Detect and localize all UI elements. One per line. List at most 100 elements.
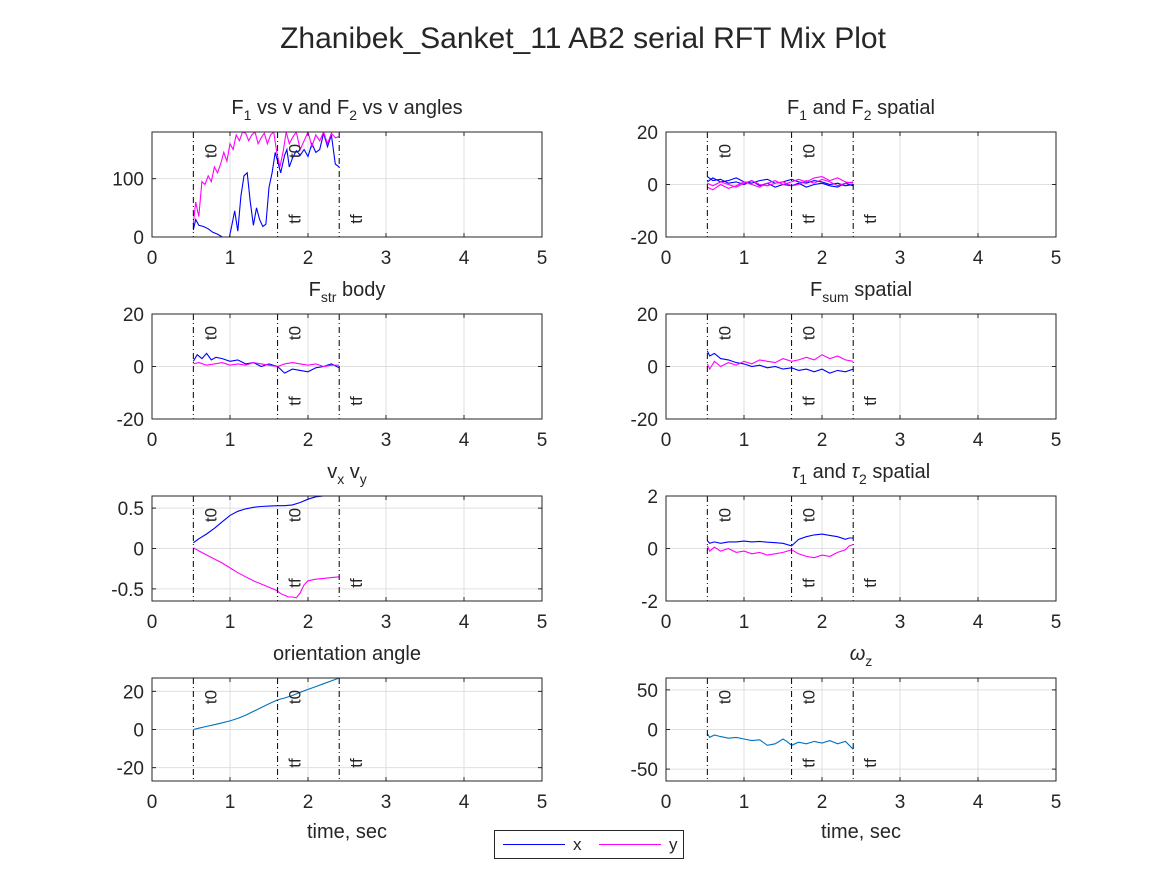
- x-tick-label: 1: [739, 248, 750, 269]
- x-tick-label: 3: [895, 430, 906, 451]
- x-tick-label: 2: [303, 248, 314, 269]
- x-tick-label: 4: [459, 248, 470, 269]
- series-group: [192, 132, 340, 237]
- y-tick-label: -20: [631, 410, 658, 431]
- x-tick-label: 1: [225, 792, 236, 813]
- event-markers: t0 t0 tf tf: [706, 314, 880, 419]
- x-tick-label: 2: [303, 792, 314, 813]
- plot-area: [152, 132, 542, 237]
- y-tick-label: -20: [117, 410, 144, 431]
- event-markers: t0 t0 tf tf: [706, 132, 880, 237]
- axes-title: vx vy: [327, 461, 367, 487]
- y-tick-label: -0.5: [111, 580, 144, 601]
- x-tick-label: 2: [303, 430, 314, 451]
- event-markers: t0 t0 tf tf: [192, 314, 366, 419]
- event-label-tf: tf: [800, 214, 819, 224]
- y-tick-label: 0: [647, 721, 658, 742]
- y-tick-label: 20: [123, 682, 144, 703]
- series-line-y: [192, 132, 340, 225]
- event-label-t0: t0: [715, 326, 734, 340]
- event-label-tf: tf: [861, 214, 880, 224]
- event-markers: t0 t0 tf tf: [706, 678, 880, 781]
- event-label-t0: t0: [286, 326, 305, 340]
- event-label-t0: t0: [800, 508, 819, 522]
- legend-swatch-x: [503, 844, 565, 845]
- x-tick-label: 4: [459, 792, 470, 813]
- x-tick-label: 3: [895, 792, 906, 813]
- y-tick-label: -50: [631, 760, 658, 781]
- series-group: [706, 350, 854, 374]
- x-tick-label: 5: [537, 792, 548, 813]
- series-group: [193, 678, 340, 731]
- event-label-t0: t0: [715, 144, 734, 158]
- x-tick-label: 2: [303, 612, 314, 633]
- event-label-t0: t0: [800, 326, 819, 340]
- axes-frame: [151, 131, 543, 238]
- x-tick-label: 1: [225, 248, 236, 269]
- y-tick-label: 0.5: [118, 499, 144, 520]
- event-label-tf: tf: [861, 758, 880, 768]
- event-label-t0: t0: [800, 690, 819, 704]
- y-tick-label: 0: [133, 358, 144, 379]
- x-tick-label: 3: [895, 612, 906, 633]
- x-tick-label: 1: [739, 430, 750, 451]
- series-line-value: [193, 678, 340, 731]
- axes-title: ωz: [850, 643, 873, 669]
- x-tick-label: 4: [973, 792, 984, 813]
- x-tick-label: 5: [1051, 248, 1062, 269]
- y-tick-label: 50: [637, 681, 658, 702]
- x-tick-label: 3: [381, 612, 392, 633]
- x-tick-label: 5: [1051, 792, 1062, 813]
- event-label-t0: t0: [286, 690, 305, 704]
- legend-swatch-y: [599, 844, 661, 845]
- y-tick-label: 0: [647, 540, 658, 561]
- series-group: [706, 733, 854, 750]
- axes-title: orientation angle: [273, 643, 421, 665]
- series-line-y: [193, 362, 340, 368]
- event-label-tf: tf: [800, 758, 819, 768]
- series-line-x: [192, 132, 340, 237]
- axes-ax1: t0 t0 tf tf 0 1 2 3 4 5 0 100 F1 vs v and F2 vs v an…: [112, 97, 547, 269]
- series-group: [192, 352, 340, 374]
- legend: x y: [494, 830, 684, 859]
- event-label-t0: t0: [201, 144, 220, 158]
- x-tick-label: 1: [739, 612, 750, 633]
- y-tick-label: 20: [123, 305, 144, 326]
- x-tick-label: 4: [973, 430, 984, 451]
- x-tick-label: 0: [661, 248, 672, 269]
- event-label-tf: tf: [800, 396, 819, 406]
- x-tick-label: 5: [1051, 430, 1062, 451]
- event-label-t0: t0: [715, 690, 734, 704]
- legend-label-x: x: [573, 834, 582, 854]
- x-tick-label: 3: [381, 430, 392, 451]
- y-tick-label: -20: [631, 228, 658, 249]
- figure-title: Zhanibek_Sanket_11 AB2 serial RFT Mix Pl…: [280, 22, 887, 55]
- event-label-t0: t0: [286, 144, 305, 158]
- x-tick-label: 2: [817, 792, 828, 813]
- event-label-tf: tf: [347, 578, 366, 588]
- axes-title: F1 vs v and F2 vs v angles: [231, 97, 462, 123]
- event-markers: t0 t0 tf tf: [192, 132, 366, 237]
- series-line-x: [706, 350, 854, 374]
- series-group: [706, 533, 854, 559]
- event-label-tf: tf: [347, 758, 366, 768]
- y-tick-label: 0: [133, 540, 144, 561]
- event-markers: t0 t0 tf tf: [192, 678, 366, 781]
- x-tick-label: 0: [661, 612, 672, 633]
- x-tick-label: 1: [225, 430, 236, 451]
- x-tick-label: 0: [661, 430, 672, 451]
- x-axis-label: time, sec: [307, 821, 387, 843]
- y-tick-label: 100: [112, 170, 144, 191]
- y-tick-label: 0: [647, 176, 658, 197]
- series-line-y: [707, 178, 854, 188]
- event-label-tf: tf: [347, 396, 366, 406]
- x-tick-label: 3: [895, 248, 906, 269]
- event-label-tf: tf: [861, 578, 880, 588]
- x-tick-label: 5: [537, 430, 548, 451]
